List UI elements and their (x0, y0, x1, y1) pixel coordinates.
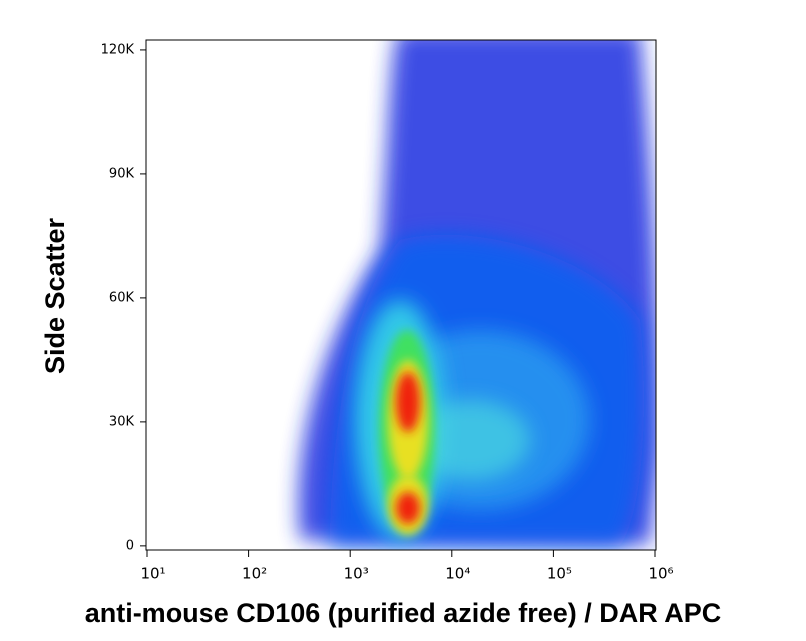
x-tick-label: 10⁴ (445, 565, 470, 583)
density-cloud (298, 40, 656, 545)
y-tick-label: 60K (109, 290, 135, 305)
y-tick-label: 30K (109, 414, 135, 429)
y-axis-title: Side Scatter (40, 217, 70, 374)
x-axis-title: anti-mouse CD106 (purified azide free) /… (85, 598, 722, 628)
x-tick-label: 10² (242, 565, 267, 583)
x-tick-label: 10¹ (140, 565, 165, 583)
x-tick-label: 10³ (344, 565, 369, 583)
x-tick-label: 10⁶ (648, 565, 673, 583)
x-tick-label: 10⁵ (547, 565, 572, 583)
y-tick-label: 90K (109, 166, 135, 181)
y-tick-label: 0 (126, 538, 134, 553)
y-tick-label: 120K (101, 42, 135, 57)
